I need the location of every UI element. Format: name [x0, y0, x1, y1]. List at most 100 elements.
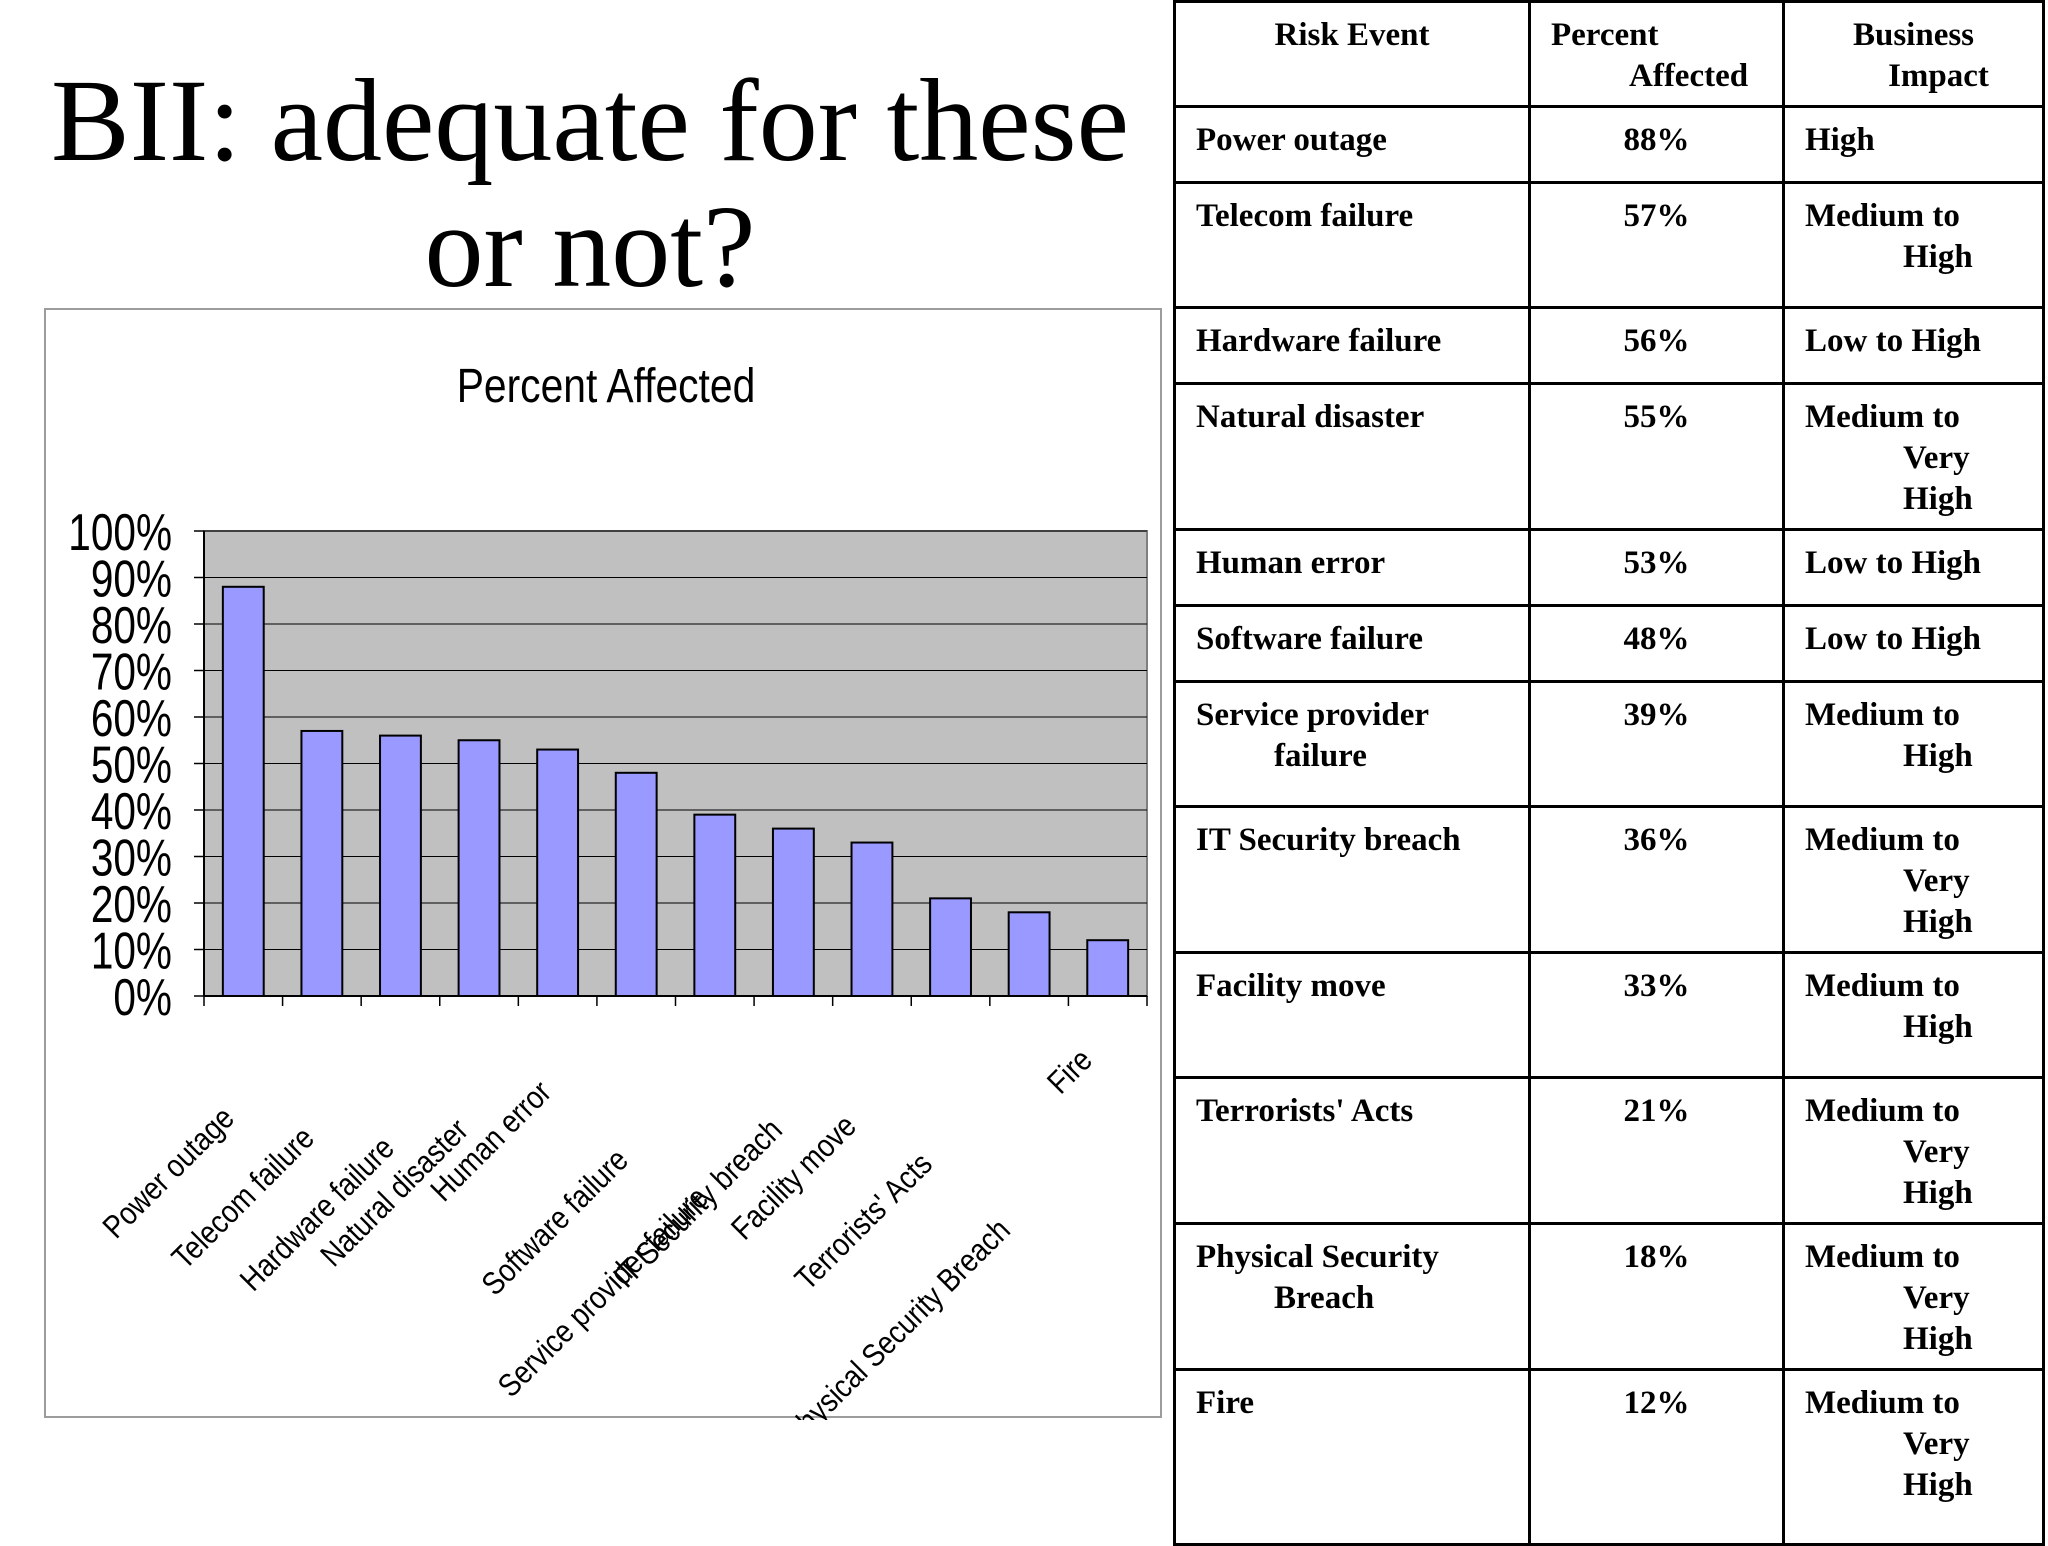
business-impact-text: Very: [1903, 440, 1970, 476]
bar-2: [300, 729, 344, 997]
percent-affected-text: 12%: [1623, 1385, 1690, 1421]
risk-event-text: Software failure: [1196, 621, 1423, 657]
business-impact-text: Medium to: [1805, 1093, 1960, 1129]
business-impact-text: Medium to: [1805, 1385, 1960, 1421]
risk-event-cell: Service provider failure: [1173, 680, 1531, 808]
risk-event-cell: Natural disaster: [1173, 382, 1531, 531]
percent-affected-cell: 48%: [1528, 604, 1785, 683]
risk-event-cell: IT Security breach: [1173, 805, 1531, 954]
header-percent-line-2: Affected: [1629, 58, 1749, 94]
business-impact-text: Medium to: [1805, 1239, 1960, 1275]
table-row: Terrorists' Acts 21% Medium to Very High: [1173, 1076, 2045, 1225]
slide-title: BII: adequate for these or not?: [40, 58, 1140, 310]
risk-event-cell: Software failure: [1173, 604, 1531, 683]
bar-4: [457, 739, 501, 997]
table-header-row: Risk Event Percent Affected Business Imp…: [1173, 0, 2045, 108]
business-impact-text: High: [1903, 481, 1973, 517]
business-impact-text: High: [1903, 1175, 1973, 1211]
bar-6: [614, 771, 658, 997]
table-row: Physical Security Breach 18% Medium to Very H…: [1173, 1222, 2045, 1371]
business-impact-text: Low to High: [1805, 545, 1982, 581]
risk-event-text: Fire: [1196, 1385, 1255, 1421]
business-impact-cell: Medium to Very High: [1782, 805, 2045, 954]
x-category-label: Physical Security Breach: [777, 1212, 1017, 1420]
business-impact-cell: Medium to Very High: [1782, 1076, 2045, 1225]
header-business-impact: Business Impact: [1782, 0, 2045, 108]
business-impact-text: Low to High: [1805, 621, 1982, 657]
business-impact-text: High: [1903, 738, 1973, 774]
percent-affected-text: 57%: [1623, 198, 1690, 234]
y-tick-label: 50%: [91, 736, 172, 794]
business-impact-cell: Medium to High: [1782, 680, 2045, 808]
percent-affected-text: 33%: [1623, 968, 1690, 1004]
risk-event-cell: Hardware failure: [1173, 306, 1531, 385]
table-row: Natural disaster 55% Medium to Very High: [1173, 382, 2045, 531]
bar-1: [221, 585, 265, 997]
business-impact-text: High: [1805, 122, 1875, 158]
bar-9: [850, 841, 894, 997]
slide-title-line-2: or not?: [424, 181, 756, 312]
y-tick-label: 30%: [91, 829, 172, 887]
risk-event-text: Breach: [1274, 1280, 1375, 1316]
risk-event-text: Terrorists' Acts: [1196, 1093, 1414, 1129]
business-impact-text: High: [1903, 239, 1973, 275]
percent-affected-text: 48%: [1623, 621, 1690, 657]
y-tick-label: 100%: [68, 503, 172, 561]
y-tick-label: 60%: [91, 689, 172, 747]
business-impact-text: High: [1903, 1009, 1973, 1045]
plot-area: 0%10%20%30%40%50%60%70%80%90%100%Power o…: [68, 503, 1148, 1420]
percent-affected-text: 39%: [1623, 697, 1690, 733]
y-tick-label: 70%: [91, 643, 172, 701]
business-impact-text: High: [1903, 1321, 1973, 1357]
table-row: Human error 53% Low to High: [1173, 528, 2045, 607]
bar-10: [929, 897, 972, 997]
risk-event-cell: Facility move: [1173, 951, 1531, 1079]
bar-5: [536, 748, 580, 997]
business-impact-text: Very: [1903, 1426, 1970, 1462]
risk-event-text: IT Security breach: [1196, 822, 1461, 858]
bar-8: [771, 827, 815, 997]
percent-affected-cell: 21%: [1528, 1076, 1785, 1225]
percent-affected-cell: 18%: [1528, 1222, 1785, 1371]
table-row: Service provider failure 39% Medium to High: [1173, 680, 2045, 808]
business-impact-cell: Medium to High: [1782, 181, 2045, 309]
business-impact-text: High: [1903, 1467, 1973, 1503]
risk-event-text: Power outage: [1196, 122, 1387, 158]
business-impact-cell: High: [1782, 105, 2045, 184]
header-impact-line-1: Business: [1852, 17, 1975, 53]
percent-affected-cell: 36%: [1528, 805, 1785, 954]
percent-affected-cell: 55%: [1528, 382, 1785, 531]
bar-12: [1086, 939, 1130, 998]
risk-event-cell: Telecom failure: [1173, 181, 1531, 309]
slide-title-line-1: BII: adequate for these: [51, 55, 1129, 186]
risk-event-text: Natural disaster: [1196, 399, 1425, 435]
business-impact-cell: Medium to High: [1782, 951, 2045, 1079]
percent-affected-text: 56%: [1623, 323, 1690, 359]
risk-event-text: Service provider: [1196, 697, 1430, 733]
chart-frame: Percent Affected 0% 10% 20% 30% 40% 50% 60% 70%…: [44, 308, 1162, 1420]
table-row: Software failure 48% Low to High: [1173, 604, 2045, 683]
percent-affected-cell: 53%: [1528, 528, 1785, 607]
percent-affected-chart: Percent Affected 0%10%20%30%40%50%60%70%…: [68, 360, 1148, 1420]
risk-event-text: Telecom failure: [1196, 198, 1414, 234]
y-tick-label: 40%: [91, 782, 172, 840]
percent-affected-cell: 39%: [1528, 680, 1785, 808]
percent-affected-cell: 56%: [1528, 306, 1785, 385]
business-impact-cell: Medium to Very High: [1782, 1222, 2045, 1371]
bar-3: [379, 734, 422, 997]
risk-event-text: Physical Security: [1196, 1239, 1439, 1275]
business-impact-text: Medium to: [1805, 399, 1960, 435]
risk-event-cell: Human error: [1173, 528, 1531, 607]
bar-7: [693, 813, 737, 997]
percent-affected-cell: 12%: [1528, 1368, 1785, 1546]
risk-event-cell: Terrorists' Acts: [1173, 1076, 1531, 1225]
percent-affected-cell: 57%: [1528, 181, 1785, 309]
y-tick-label: 20%: [91, 875, 172, 933]
y-tick-label: 10%: [91, 922, 172, 980]
business-impact-text: Very: [1903, 1134, 1970, 1170]
business-impact-text: Medium to: [1805, 968, 1960, 1004]
header-impact-line-2: Impact: [1888, 58, 1989, 94]
percent-affected-text: 18%: [1623, 1239, 1690, 1275]
business-impact-text: Low to High: [1805, 323, 1982, 359]
x-category-label: Fire: [1041, 1042, 1100, 1101]
